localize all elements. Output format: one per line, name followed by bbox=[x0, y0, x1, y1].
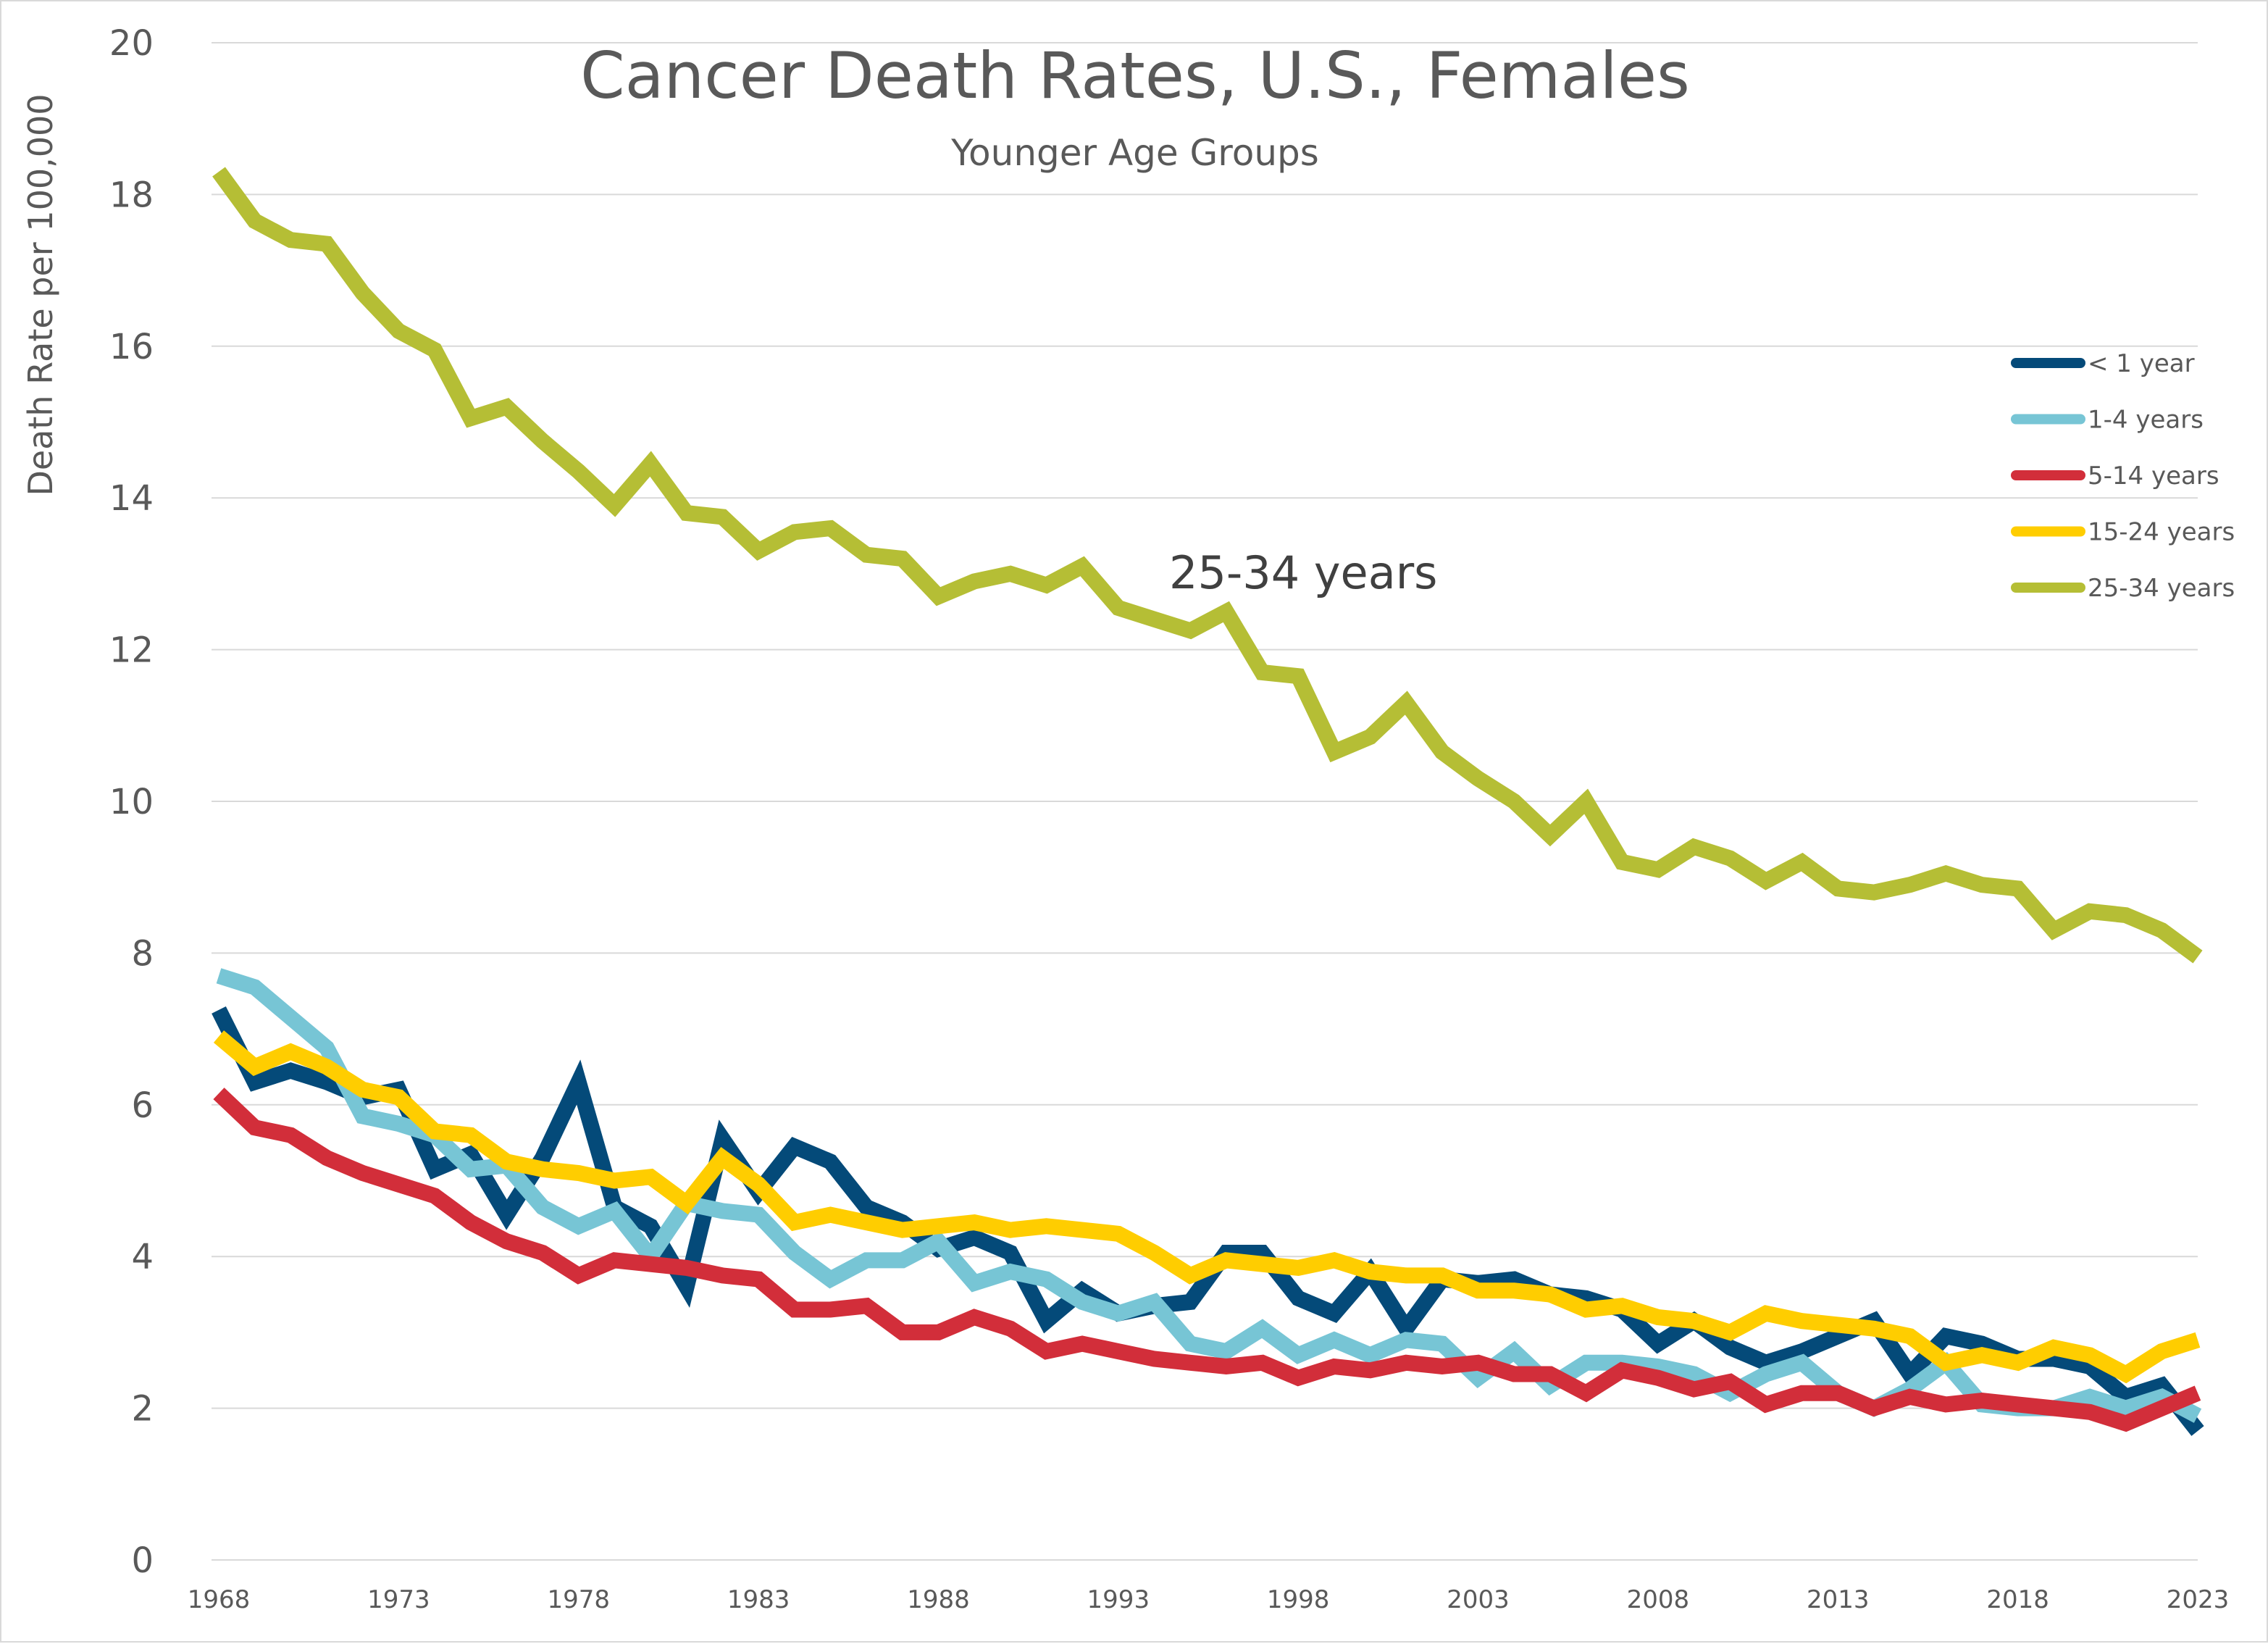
chart-title: Cancer Death Rates, U.S., Females bbox=[580, 38, 1690, 113]
y-tick-label: 14 bbox=[109, 478, 154, 519]
legend-label: 25-34 years bbox=[2088, 574, 2235, 603]
y-tick-label: 10 bbox=[109, 782, 154, 822]
x-tick-label: 2013 bbox=[1807, 1585, 1870, 1614]
x-tick-label: 1993 bbox=[1087, 1585, 1150, 1614]
y-axis-ticks: 0 2 4 6 8 10 12 14 16 18 20 bbox=[109, 23, 154, 1581]
x-tick-label: 1973 bbox=[367, 1585, 430, 1614]
y-tick-label: 4 bbox=[131, 1237, 154, 1277]
series-line bbox=[212, 167, 2203, 964]
legend-label: 1-4 years bbox=[2088, 406, 2204, 435]
x-axis-ticks: 1968 1973 1978 1983 1988 1993 1998 2003 2008 2013… bbox=[188, 1585, 2230, 1614]
series-annotation: 25-34 years bbox=[1169, 546, 1438, 599]
series-line bbox=[213, 1088, 2201, 1432]
legend-label: < 1 year bbox=[2088, 349, 2195, 378]
series-line bbox=[213, 1030, 2201, 1384]
y-tick-label: 2 bbox=[131, 1389, 154, 1430]
x-tick-label: 1988 bbox=[907, 1585, 970, 1614]
chart-subtitle: Younger Age Groups bbox=[950, 132, 1319, 174]
y-tick-label: 20 bbox=[109, 23, 154, 64]
series-lines bbox=[212, 167, 2204, 1436]
x-tick-label: 2008 bbox=[1627, 1585, 1690, 1614]
y-tick-label: 16 bbox=[109, 327, 154, 367]
y-tick-label: 6 bbox=[131, 1085, 154, 1126]
legend-label: 5-14 years bbox=[2088, 462, 2219, 491]
x-tick-label: 1968 bbox=[188, 1585, 251, 1614]
x-tick-label: 2003 bbox=[1447, 1585, 1510, 1614]
y-tick-label: 8 bbox=[131, 933, 154, 974]
x-tick-label: 2018 bbox=[1986, 1585, 2049, 1614]
y-axis-label: Death Rate per 100,000 bbox=[21, 93, 60, 496]
x-tick-label: 1998 bbox=[1267, 1585, 1330, 1614]
x-tick-label: 2023 bbox=[2167, 1585, 2230, 1614]
y-tick-label: 12 bbox=[109, 630, 154, 671]
y-tick-label: 0 bbox=[131, 1540, 154, 1581]
x-tick-label: 1983 bbox=[727, 1585, 790, 1614]
x-tick-label: 1978 bbox=[547, 1585, 610, 1614]
legend: < 1 year 1-4 years 5-14 years 15-24 years 25… bbox=[2011, 349, 2235, 603]
legend-label: 15-24 years bbox=[2088, 518, 2235, 547]
y-tick-label: 18 bbox=[109, 175, 154, 215]
